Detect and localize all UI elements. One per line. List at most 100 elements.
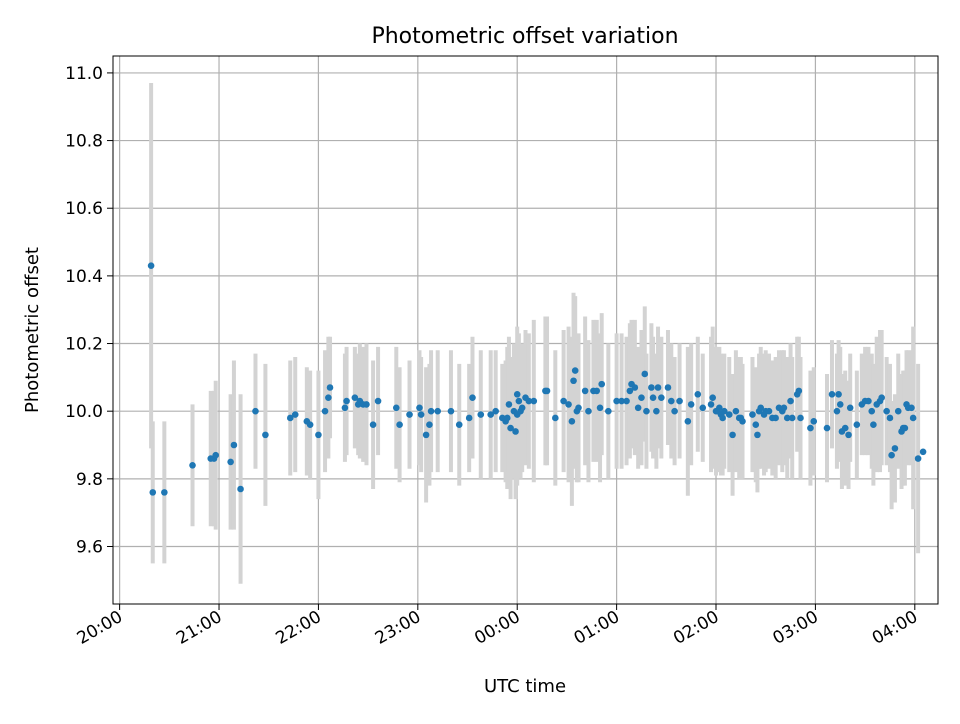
data-point <box>707 401 715 408</box>
data-point <box>227 458 234 466</box>
data-point <box>262 431 269 439</box>
data-point <box>369 421 377 429</box>
data-point <box>505 401 513 408</box>
data-point <box>575 404 582 412</box>
data-point <box>422 431 430 439</box>
data-point <box>417 411 425 418</box>
data-point <box>518 404 526 412</box>
data-point <box>909 414 917 422</box>
data-point <box>543 387 551 395</box>
data-point <box>525 397 533 405</box>
data-point <box>868 407 876 415</box>
data-point <box>515 397 523 405</box>
data-point <box>699 404 707 412</box>
data-point <box>788 414 796 422</box>
data-point <box>810 418 818 425</box>
data-point <box>684 418 692 425</box>
data-point <box>571 367 579 374</box>
data-point <box>795 387 803 395</box>
y-tick-label: 9.8 <box>76 470 103 490</box>
data-point <box>570 377 577 385</box>
data-point <box>286 414 294 422</box>
data-point <box>836 401 844 408</box>
data-point <box>477 411 485 418</box>
data-point <box>513 390 521 398</box>
data-point <box>581 387 589 395</box>
data-point <box>351 394 359 401</box>
data-point <box>512 428 519 435</box>
data-point <box>321 407 329 415</box>
data-point <box>613 397 620 405</box>
plot-frame <box>112 55 939 605</box>
data-point <box>605 407 612 415</box>
data-point <box>598 380 606 388</box>
data-point <box>694 390 702 398</box>
data-point <box>878 394 885 401</box>
data-point <box>306 421 314 429</box>
data-point <box>883 407 890 415</box>
data-point <box>807 424 814 432</box>
data-point <box>455 421 463 429</box>
data-point <box>894 407 902 415</box>
data-point <box>667 397 675 405</box>
data-point <box>434 407 441 415</box>
data-point <box>392 404 400 412</box>
data-point <box>719 414 726 422</box>
data-point <box>749 411 756 418</box>
data-point <box>797 414 804 422</box>
data-point <box>725 411 733 418</box>
y-tick-label: 10.0 <box>65 402 103 422</box>
data-point <box>326 384 334 391</box>
data-point <box>469 394 476 401</box>
data-point <box>325 394 332 401</box>
data-point <box>870 421 877 429</box>
data-point <box>189 462 196 469</box>
data-point <box>649 394 657 401</box>
data-point <box>919 448 927 456</box>
data-point <box>828 390 836 398</box>
data-point <box>634 404 642 412</box>
data-point <box>835 390 842 398</box>
data-point <box>891 445 899 452</box>
data-point <box>664 384 672 391</box>
data-point <box>149 489 157 496</box>
data-point <box>530 397 538 405</box>
data-point <box>487 411 495 418</box>
data-point <box>846 404 854 412</box>
data-point <box>291 411 299 418</box>
data-point <box>888 451 895 459</box>
data-point <box>732 407 740 415</box>
data-point <box>447 407 455 415</box>
data-point <box>252 407 259 415</box>
data-point <box>643 407 650 415</box>
data-point <box>658 394 665 401</box>
data-point <box>585 407 592 415</box>
data-point <box>427 407 435 415</box>
data-point <box>631 384 639 391</box>
data-point <box>374 397 382 405</box>
data-point <box>772 414 779 422</box>
y-tick-label: 11.0 <box>65 64 103 84</box>
x-axis-label: UTC time <box>484 676 566 697</box>
data-point <box>552 414 559 422</box>
data-point <box>757 404 765 412</box>
data-point <box>623 397 630 405</box>
data-point <box>886 414 894 422</box>
data-point <box>396 421 403 429</box>
data-point <box>626 387 634 395</box>
data-point <box>560 397 567 405</box>
data-point <box>593 387 601 395</box>
data-point <box>465 414 473 422</box>
data-point <box>841 424 849 432</box>
data-point <box>230 441 238 449</box>
data-point <box>341 404 349 412</box>
data-point <box>237 485 244 493</box>
data-point <box>908 404 915 412</box>
data-point <box>147 262 155 270</box>
data-point <box>315 431 322 439</box>
data-point <box>653 407 660 415</box>
data-point <box>363 401 370 408</box>
data-point <box>729 431 736 439</box>
data-point <box>720 407 728 415</box>
y-tick-label: 10.8 <box>65 132 103 152</box>
